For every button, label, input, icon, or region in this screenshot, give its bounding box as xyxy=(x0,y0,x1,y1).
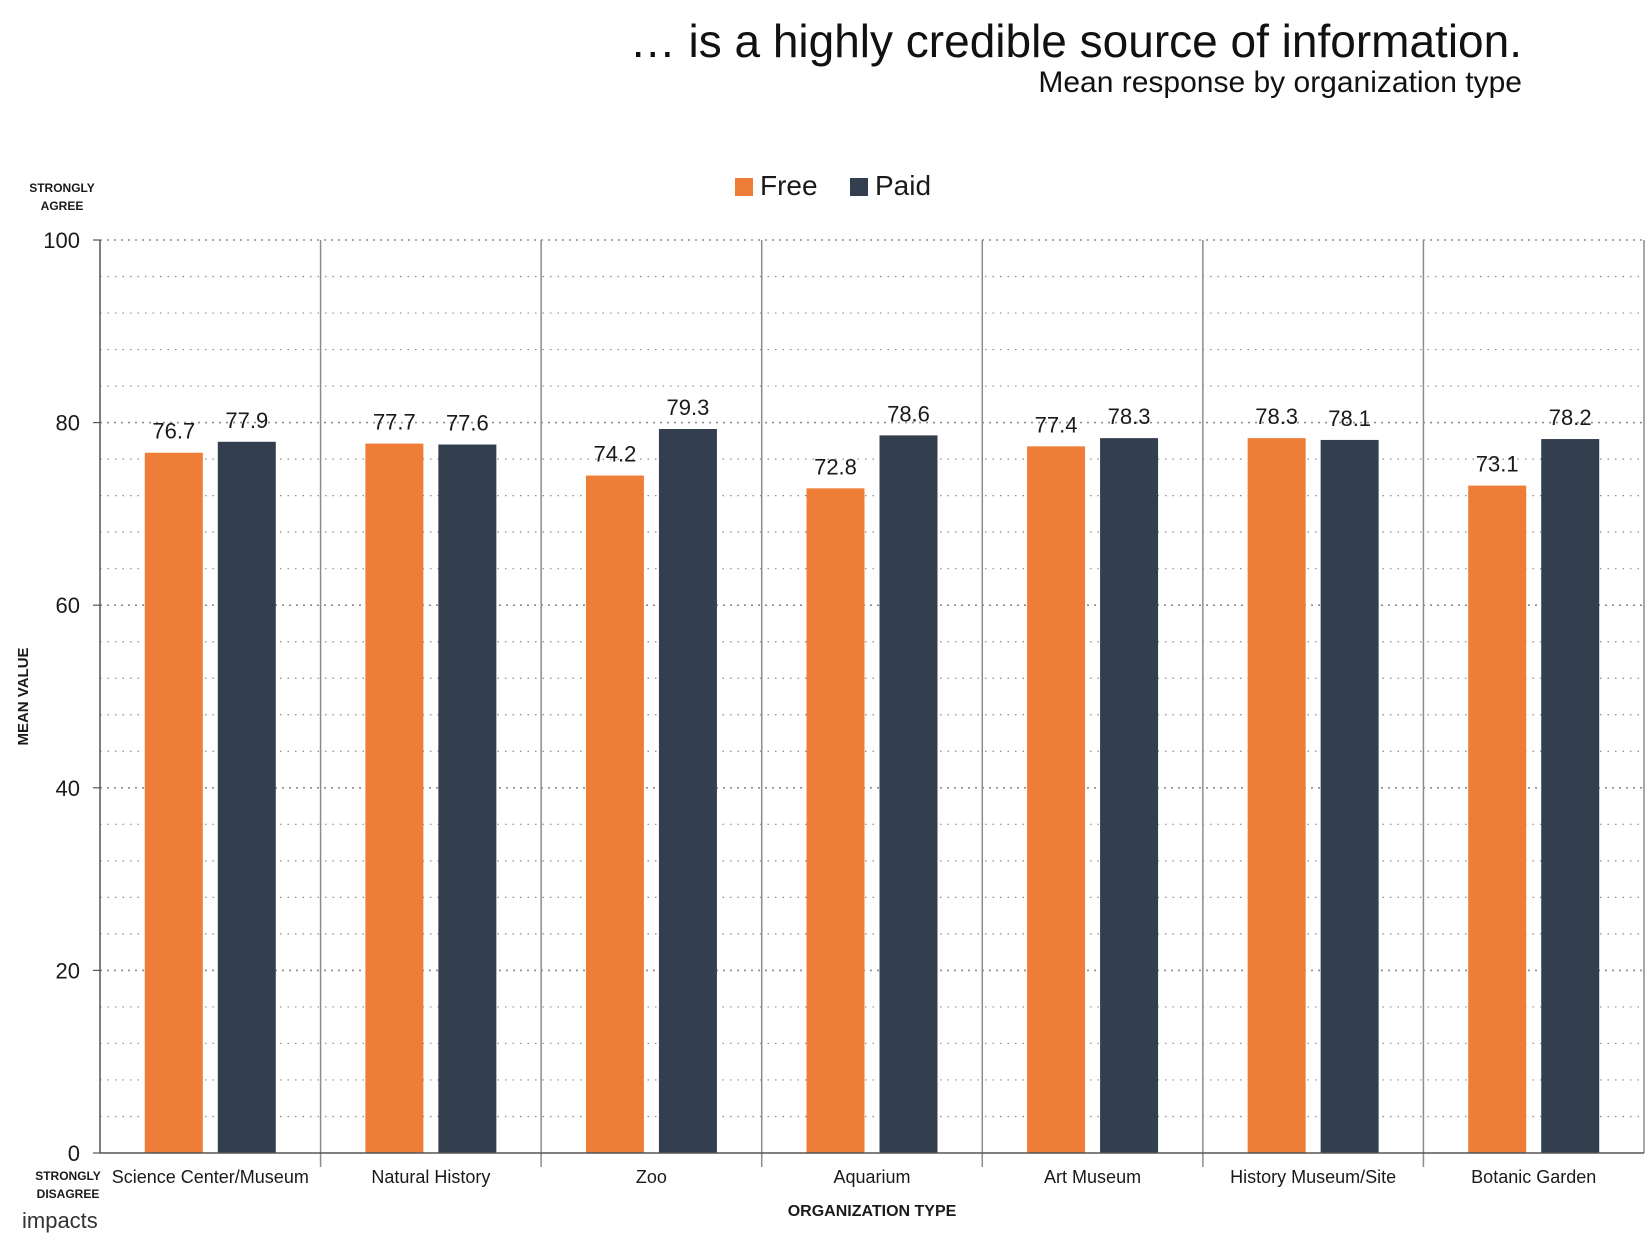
data-label: 77.4 xyxy=(1035,412,1078,437)
bar-paid xyxy=(658,428,717,1154)
data-label: 77.7 xyxy=(373,410,416,435)
x-tick-label: History Museum/Site xyxy=(1230,1167,1396,1187)
y-top-anchor-label: STRONGLY xyxy=(29,181,95,195)
grid-lines xyxy=(100,239,1644,1118)
x-tick-label: Zoo xyxy=(636,1167,667,1187)
bar-paid xyxy=(1320,439,1379,1153)
legend-label-paid: Paid xyxy=(875,170,931,201)
data-label: 78.3 xyxy=(1255,404,1298,429)
data-label: 73.1 xyxy=(1476,452,1519,477)
data-label: 79.3 xyxy=(667,395,710,420)
bar-free xyxy=(1027,446,1086,1153)
legend: Free Paid xyxy=(735,170,931,201)
y-top-anchor-label: AGREE xyxy=(41,199,84,213)
x-tick-label: Botanic Garden xyxy=(1471,1167,1596,1187)
bar-free xyxy=(1468,485,1527,1153)
bar-paid xyxy=(1541,439,1600,1153)
bar-paid xyxy=(438,444,497,1154)
x-tick-label: Aquarium xyxy=(833,1167,910,1187)
bar-free xyxy=(585,475,644,1154)
bars xyxy=(144,428,1600,1154)
bar-paid xyxy=(879,435,938,1154)
bar-free xyxy=(806,488,865,1153)
bar-paid xyxy=(1100,438,1159,1154)
y-tick-label: 0 xyxy=(68,1141,80,1166)
y-tick-label: 60 xyxy=(56,593,80,618)
data-label: 78.1 xyxy=(1328,406,1371,431)
chart-title: … is a highly credible source of informa… xyxy=(629,15,1522,67)
y-tick-label: 20 xyxy=(56,958,80,983)
category-separators xyxy=(319,240,1645,1167)
data-label: 76.7 xyxy=(152,419,195,444)
y-axis-title: MEAN VALUE xyxy=(15,647,32,745)
legend-swatch-free xyxy=(735,178,753,196)
bar-free xyxy=(1247,438,1306,1154)
brand-name: impacts xyxy=(22,1208,98,1233)
data-label: 77.6 xyxy=(446,411,489,436)
bar-free xyxy=(365,443,424,1153)
y-tick-label: 100 xyxy=(43,228,80,253)
data-label: 74.2 xyxy=(594,442,637,467)
brand-logo: impacts xyxy=(22,1208,98,1234)
data-labels: 76.7 77.9 77.7 77.6 74.2 79.3 72.8 78.6 77.4 78.3… xyxy=(152,395,1591,479)
data-label: 78.6 xyxy=(887,401,930,426)
data-label: 78.2 xyxy=(1549,405,1592,430)
y-tick-label: 80 xyxy=(56,411,80,436)
chart-subtitle: Mean response by organization type xyxy=(1038,66,1522,99)
data-label: 77.9 xyxy=(225,408,268,433)
bar-free xyxy=(144,452,203,1153)
x-tick-label: Science Center/Museum xyxy=(112,1167,309,1187)
x-tick-label: Art Museum xyxy=(1044,1167,1141,1187)
x-axis-title: ORGANIZATION TYPE xyxy=(788,1203,957,1220)
y-bottom-anchor-label: STRONGLY xyxy=(35,1169,101,1183)
data-label: 72.8 xyxy=(814,454,857,479)
legend-swatch-paid xyxy=(850,178,868,196)
bar-paid xyxy=(217,441,276,1153)
y-tick-label: 40 xyxy=(56,776,80,801)
legend-label-free: Free xyxy=(760,170,818,201)
axes: 0 20 40 60 80 100 Science Center/Museum Natural… xyxy=(15,181,1644,1220)
data-label: 78.3 xyxy=(1108,404,1151,429)
y-bottom-anchor-label: DISAGREE xyxy=(37,1187,100,1201)
x-tick-label: Natural History xyxy=(371,1167,490,1187)
